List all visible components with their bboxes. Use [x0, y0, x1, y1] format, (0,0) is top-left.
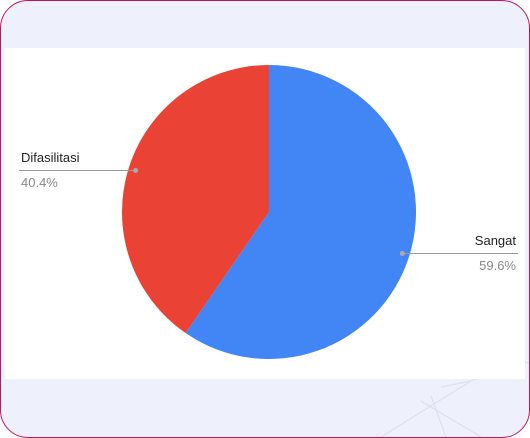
- slice-label: Sangat: [475, 233, 517, 248]
- slice-label: Difasilitasi: [21, 150, 80, 165]
- slice-value-label: 59.6%: [479, 258, 516, 273]
- pie-slice: [185, 65, 416, 359]
- slice-value-label: 40.4%: [21, 175, 58, 190]
- leader-dot: [399, 250, 405, 256]
- pie-slice: [121, 65, 269, 334]
- leader-dot: [133, 168, 139, 174]
